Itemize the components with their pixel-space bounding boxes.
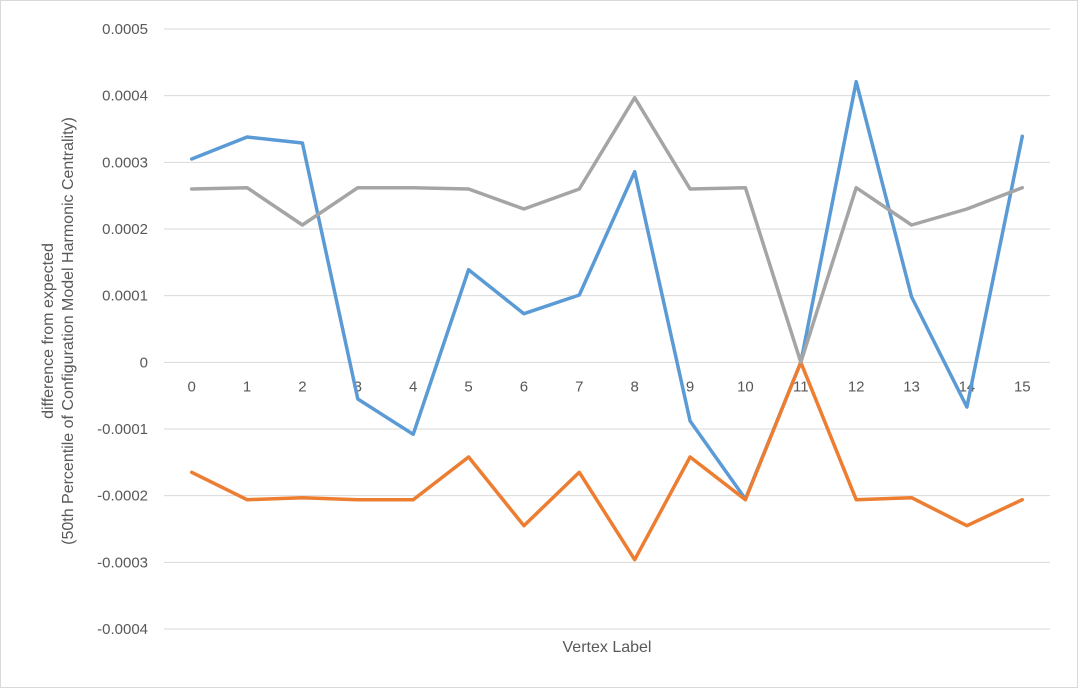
x-tick-label: 5 xyxy=(464,378,472,395)
y-tick-label: 0.0001 xyxy=(102,288,148,305)
y-tick-label: 0.0003 xyxy=(102,154,148,171)
x-tick-label: 4 xyxy=(409,378,417,395)
x-tick-label: 12 xyxy=(848,378,865,395)
x-tick-label: 11 xyxy=(793,378,809,395)
series-lines xyxy=(189,79,1025,562)
y-tick-label: -0.0004 xyxy=(97,621,148,638)
y-axis-tick-labels: 0.0005 0.0004 0.0003 0.0002 0.0001 0 -0.0001 -0… xyxy=(97,21,148,638)
x-axis-tick-labels: 0 1 2 3 4 5 6 7 8 9 10 11 12 13 14 15 xyxy=(188,378,1031,395)
y-tick-label: 0.0005 xyxy=(102,21,148,38)
y-tick-label: 0.0004 xyxy=(102,88,148,105)
x-tick-label: 1 xyxy=(243,378,251,395)
gridlines xyxy=(164,28,1050,630)
y-tick-label: -0.0001 xyxy=(97,421,148,438)
x-tick-label: 8 xyxy=(631,378,639,395)
x-tick-label: 15 xyxy=(1014,378,1031,395)
x-tick-label: 7 xyxy=(575,378,583,395)
x-tick-label: 13 xyxy=(903,378,920,395)
y-tick-label: 0 xyxy=(140,354,148,371)
y-axis-title: difference from expected (50th Percentil… xyxy=(40,117,77,545)
series-line-3 xyxy=(189,95,1025,365)
x-tick-label: 10 xyxy=(737,378,754,395)
series-line-1 xyxy=(189,79,1025,501)
series-line-2 xyxy=(189,360,1025,562)
y-tick-label: -0.0003 xyxy=(97,554,148,571)
y-tick-label: -0.0002 xyxy=(97,488,148,505)
x-tick-label: 6 xyxy=(520,378,528,395)
x-tick-label: 3 xyxy=(354,378,362,395)
y-axis-title-line-2: (50th Percentile of Configuration Model … xyxy=(60,117,77,545)
x-tick-label: 0 xyxy=(188,378,196,395)
x-tick-label: 2 xyxy=(298,378,306,395)
y-tick-label: 0.0002 xyxy=(102,221,148,238)
x-axis-title: Vertex Label xyxy=(563,639,652,656)
x-tick-label: 9 xyxy=(686,378,694,395)
y-axis-title-line-1: difference from expected xyxy=(40,243,57,419)
